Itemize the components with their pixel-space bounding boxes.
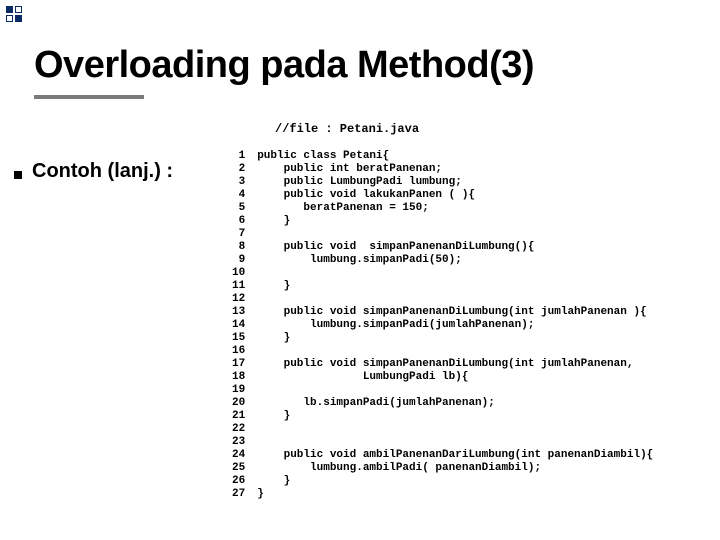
deco-square <box>6 6 13 13</box>
deco-square <box>15 6 22 13</box>
subheading: Contoh (lanj.) : <box>32 160 173 183</box>
code-block: 1 2 3 4 5 6 7 8 9 10 11 12 13 14 15 16 1… <box>232 150 653 501</box>
bullet-icon <box>14 171 22 179</box>
line-numbers: 1 2 3 4 5 6 7 8 9 10 11 12 13 14 15 16 1… <box>232 150 257 501</box>
code-lines: public class Petani{ public int beratPan… <box>257 150 653 501</box>
file-comment: //file : Petani.java <box>275 122 419 136</box>
deco-square <box>6 15 13 22</box>
slide-title: Overloading pada Method(3) <box>34 44 700 87</box>
slide: Overloading pada Method(3) //file : Peta… <box>0 0 720 540</box>
deco-square <box>15 15 22 22</box>
title-underline <box>34 95 144 99</box>
